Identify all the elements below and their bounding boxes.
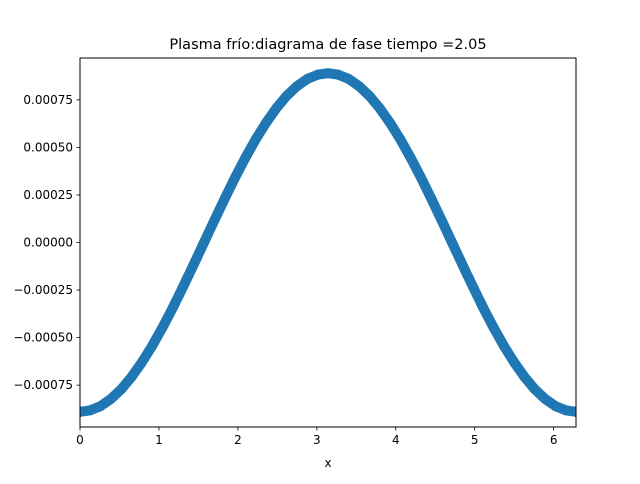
chart-title: Plasma frío:diagrama de fase tiempo =2.0… <box>169 37 486 53</box>
data-point <box>126 371 137 382</box>
x-tick-label: 4 <box>392 433 400 447</box>
data-point <box>157 322 168 333</box>
data-point <box>168 302 178 313</box>
data-point <box>447 237 458 248</box>
x-axis-label: x <box>324 456 331 470</box>
x-tick-label: 2 <box>234 433 242 447</box>
data-point <box>333 69 344 80</box>
data-point <box>95 401 106 412</box>
data-point <box>106 393 116 404</box>
data-point <box>116 384 127 395</box>
data-point <box>560 405 571 416</box>
x-tick-label: 0 <box>76 433 84 447</box>
data-point <box>354 81 365 92</box>
y-tick-label: 0.00025 <box>23 188 73 202</box>
data-point <box>80 406 85 417</box>
data-point <box>509 357 520 368</box>
data-point <box>416 172 427 183</box>
data-point <box>343 73 354 84</box>
y-tick-label: −0.00025 <box>13 283 73 297</box>
data-point <box>281 90 292 101</box>
data-point <box>240 152 251 163</box>
data-point <box>457 259 468 270</box>
data-point <box>261 117 272 128</box>
data-point <box>292 81 303 92</box>
data-point <box>395 134 406 145</box>
y-tick-label: 0.00050 <box>23 140 73 154</box>
data-point <box>488 322 499 333</box>
data-point <box>250 134 261 145</box>
data-point <box>405 152 416 163</box>
data-point <box>199 237 209 248</box>
data-point <box>519 371 530 382</box>
data-point <box>529 384 540 395</box>
x-tick-label: 3 <box>313 433 321 447</box>
x-tick-label: 6 <box>550 433 558 447</box>
data-point <box>209 215 220 226</box>
data-point <box>478 302 489 313</box>
y-tick-label: 0.00075 <box>23 93 73 107</box>
data-point <box>147 340 158 351</box>
data-point <box>374 103 385 114</box>
data-point <box>323 68 334 79</box>
data-point <box>312 69 323 80</box>
data-point <box>219 193 230 204</box>
data-point <box>271 103 282 114</box>
data-point <box>436 215 447 226</box>
x-tick-label: 5 <box>471 433 479 447</box>
data-point <box>426 193 437 204</box>
data-point <box>178 281 189 292</box>
data-point <box>385 117 396 128</box>
data-point <box>540 393 551 404</box>
plot-frame <box>79 57 577 428</box>
data-point <box>137 357 147 368</box>
data-point <box>498 340 509 351</box>
data-point <box>302 73 313 84</box>
data-point <box>188 259 199 270</box>
y-tick-label: −0.00075 <box>13 378 73 392</box>
data-point <box>85 405 96 416</box>
data-point <box>467 281 478 292</box>
x-tick-label: 1 <box>155 433 163 447</box>
data-point <box>230 172 240 183</box>
data-point <box>571 406 576 417</box>
y-tick-label: −0.00050 <box>13 331 73 345</box>
y-tick-label: 0.00000 <box>23 236 73 250</box>
data-point <box>550 401 561 412</box>
data-point <box>364 90 375 101</box>
